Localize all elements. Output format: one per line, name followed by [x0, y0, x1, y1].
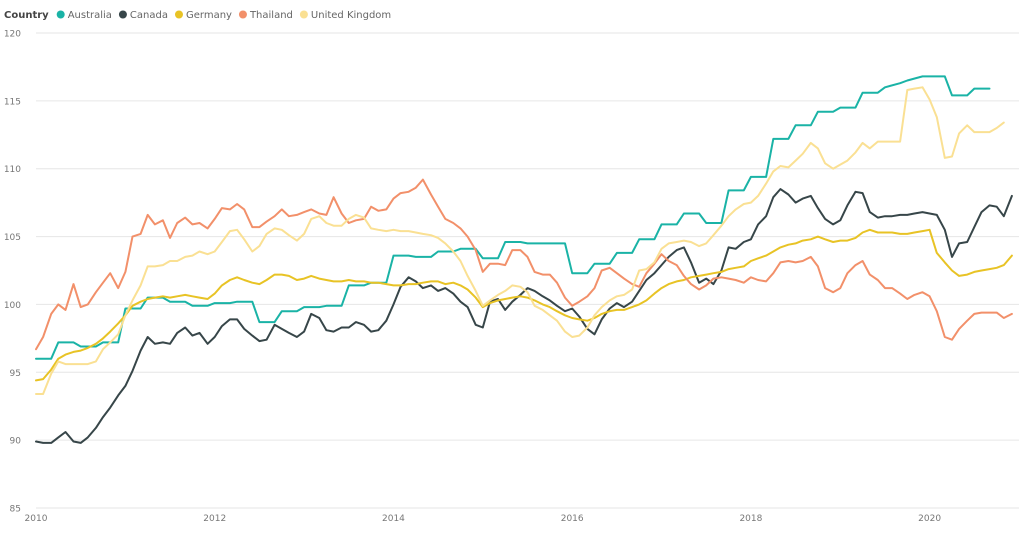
y-tick-label: 85: [10, 505, 21, 515]
y-axis: 85 90 95 100 105 110 115 120: [4, 30, 21, 515]
x-tick-label: 2010: [25, 514, 48, 524]
y-tick-label: 95: [10, 369, 21, 379]
x-tick-label: 2018: [739, 514, 762, 524]
legend-label: United Kingdom: [311, 10, 391, 21]
legend-marker: [118, 10, 127, 19]
legend-marker: [299, 10, 308, 19]
legend[interactable]: Country Australia Canada Germany Thailand Un…: [4, 10, 391, 21]
series-line-australia[interactable]: [35, 75, 991, 360]
series-line-canada[interactable]: [35, 188, 1013, 444]
y-tick-label: 90: [10, 437, 22, 447]
x-tick-label: 2016: [561, 514, 584, 524]
x-tick-label: 2020: [918, 514, 941, 524]
gridlines: [36, 32, 1019, 509]
legend-label: Canada: [130, 10, 168, 21]
legend-marker: [56, 10, 65, 19]
series-lines[interactable]: [35, 75, 1013, 444]
series-line-thailand[interactable]: [35, 178, 1013, 351]
legend-label: Thailand: [249, 10, 293, 21]
series-line-united-kingdom[interactable]: [35, 86, 1005, 395]
y-tick-label: 100: [4, 301, 21, 311]
y-tick-label: 105: [4, 233, 21, 243]
legend-label: Germany: [186, 10, 232, 21]
x-axis: 2010 2012 2014 2016 2018 2020: [25, 514, 942, 524]
legend-marker: [238, 10, 247, 19]
x-tick-label: 2012: [203, 514, 226, 524]
x-tick-label: 2014: [382, 514, 405, 524]
series-line-germany[interactable]: [35, 228, 1013, 382]
legend-marker: [174, 10, 183, 19]
legend-label: Australia: [68, 10, 112, 21]
y-tick-label: 120: [4, 30, 21, 40]
y-tick-label: 115: [4, 97, 21, 107]
y-tick-label: 110: [4, 165, 21, 175]
legend-title: Country: [4, 10, 49, 21]
